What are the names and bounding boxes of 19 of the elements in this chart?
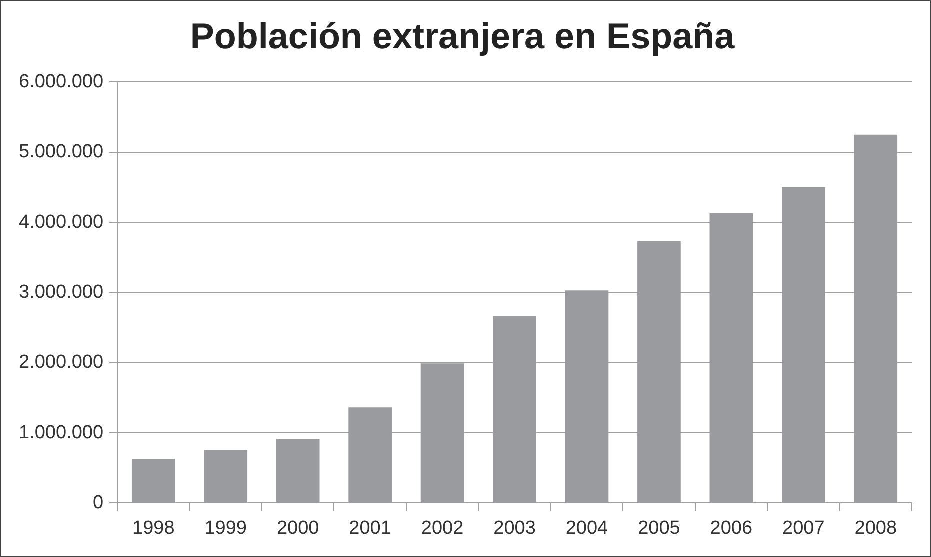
x-tick-label: 1999 <box>204 518 248 539</box>
x-tick-label: 2008 <box>854 518 898 539</box>
y-tick-label: 2.000.000 <box>18 352 104 374</box>
x-tick-label: 1998 <box>132 518 175 539</box>
x-tick-label: 2003 <box>494 518 536 539</box>
x-tick-label: 2005 <box>638 518 680 539</box>
x-tick-label: 2001 <box>349 518 392 539</box>
y-tick-label: 5.000.000 <box>18 142 104 163</box>
x-tick-label: 2006 <box>710 518 753 539</box>
x-tick-label: 2000 <box>276 518 320 539</box>
y-tick-label: 4.000.000 <box>18 212 104 233</box>
x-tick-label: 2007 <box>782 518 825 539</box>
y-tick-label: 3.000.000 <box>18 282 104 303</box>
x-tick-label: 2002 <box>421 518 464 539</box>
y-tick-label: 0 <box>92 492 104 514</box>
y-tick-label: 6.000.000 <box>18 71 104 92</box>
y-tick-label: 1.000.000 <box>18 422 104 444</box>
chart-title: Población extranjera en España <box>190 16 736 57</box>
x-tick-label: 2004 <box>566 518 609 539</box>
